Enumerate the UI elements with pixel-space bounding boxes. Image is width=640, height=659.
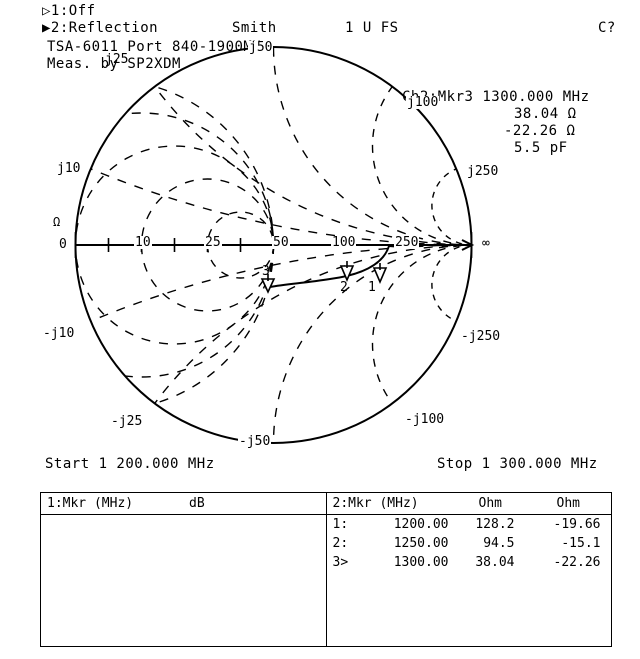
row-resistance: 38.04	[475, 555, 515, 570]
sweep-start-label[interactable]: Start 1 200.000 MHz	[45, 456, 215, 472]
col-header-ch1-db: dB	[189, 496, 205, 511]
row-frequency: 1250.00	[393, 536, 449, 551]
marker-readout-capacitance: 5.5 pF	[514, 140, 568, 156]
axis-label-x-mj100: -j100	[404, 412, 446, 427]
table-row[interactable]: 3> 1300.00 38.04 -22.26	[327, 553, 612, 572]
axis-label-x-mj10: -j10	[42, 326, 76, 341]
table-row[interactable]: 2: 1250.00 94.5 -15.1	[327, 534, 612, 553]
col-header-ch1-mkr: 1:Mkr (MHz)	[47, 496, 134, 511]
marker-readout-reactance: -22.26 Ω	[504, 123, 576, 139]
axis-label-x-j250: j250	[466, 164, 500, 179]
axis-label-x-mj50: -j50	[238, 434, 272, 449]
row-resistance: 94.5	[483, 536, 515, 551]
title-line-1: TSA-6011 Port 840-1900MHz	[47, 39, 271, 55]
marker-2-glyph[interactable]	[339, 261, 355, 283]
marker-1-label: 1	[368, 280, 376, 295]
sweep-stop-label[interactable]: Stop 1 300.000 MHz	[437, 456, 598, 472]
col-header-ch2-mkr: 2:Mkr (MHz)	[332, 496, 419, 511]
axis-label-r-10: 10	[134, 235, 152, 250]
s11-trace	[269, 245, 390, 288]
axis-label-r-250: 250	[394, 235, 420, 250]
axis-label-r-100: 100	[331, 235, 357, 250]
axis-label-r-inf: ∞	[481, 236, 491, 251]
marker-1-glyph[interactable]	[372, 263, 388, 285]
title-line-2: Meas. by SP2XDM	[47, 56, 181, 72]
correction-status[interactable]: C?	[598, 20, 616, 36]
axis-label-x-mj25: -j25	[110, 414, 144, 429]
smith-chart-plot[interactable]	[0, 0, 640, 470]
row-reactance: -19.66	[553, 517, 601, 532]
smith-grid	[75, 47, 472, 443]
row-marker-index: 2:	[332, 536, 349, 551]
row-reactance: -15.1	[561, 536, 601, 551]
channel-2-format[interactable]: Smith	[232, 20, 277, 36]
table-header-row-ch1: 1:Mkr (MHz) dB	[41, 493, 326, 515]
axis-label-r-50: 50	[272, 235, 290, 250]
axis-unit-ohm: Ω	[52, 215, 62, 229]
table-header-row-ch2: 2:Mkr (MHz) Ohm Ohm	[326, 493, 611, 515]
marker-table-channel-1: 1:Mkr (MHz) dB	[41, 493, 327, 646]
channel-2-status[interactable]: ▶2:Reflection	[42, 20, 159, 36]
marker-2-label: 2	[340, 280, 348, 295]
channel-2-scale[interactable]: 1 U FS	[345, 20, 399, 36]
row-reactance: -22.26	[553, 555, 601, 570]
row-resistance: 128.2	[475, 517, 515, 532]
axis-label-x-mj250: -j250	[460, 329, 502, 344]
table-body-ch1	[41, 515, 326, 646]
table-row[interactable]: 1: 1200.00 128.2 -19.66	[327, 515, 612, 534]
marker-table-channel-2: 2:Mkr (MHz) Ohm Ohm 1: 1200.00 128.2 -19…	[326, 493, 612, 646]
axis-label-x-j100: j100	[406, 95, 440, 110]
col-header-ch2-ohm-r: Ohm	[478, 496, 502, 511]
axis-label-x-j10: j10	[56, 161, 82, 176]
marker-3-glyph[interactable]	[260, 274, 276, 294]
row-marker-index: 3>	[332, 555, 349, 570]
axis-label-r-25: 25	[204, 235, 222, 250]
table-body-ch2: 1: 1200.00 128.2 -19.66 2: 1250.00 94.5 …	[327, 515, 612, 646]
marker-3-label: 3	[262, 264, 270, 279]
marker-readout-resistance: 38.04 Ω	[514, 106, 577, 122]
row-marker-index: 1:	[332, 517, 349, 532]
channel-1-status[interactable]: ▷1:Off	[42, 3, 96, 19]
axis-label-r-0: 0	[58, 237, 68, 252]
marker-table: 1:Mkr (MHz) dB 2:Mkr (MHz) Ohm Ohm 1: 12…	[40, 492, 612, 647]
axis-label-x-j25: j25	[105, 52, 129, 67]
row-frequency: 1200.00	[393, 517, 449, 532]
row-frequency: 1300.00	[393, 555, 449, 570]
col-header-ch2-ohm-x: Ohm	[556, 496, 580, 511]
axis-label-x-j50: j50	[248, 40, 274, 55]
